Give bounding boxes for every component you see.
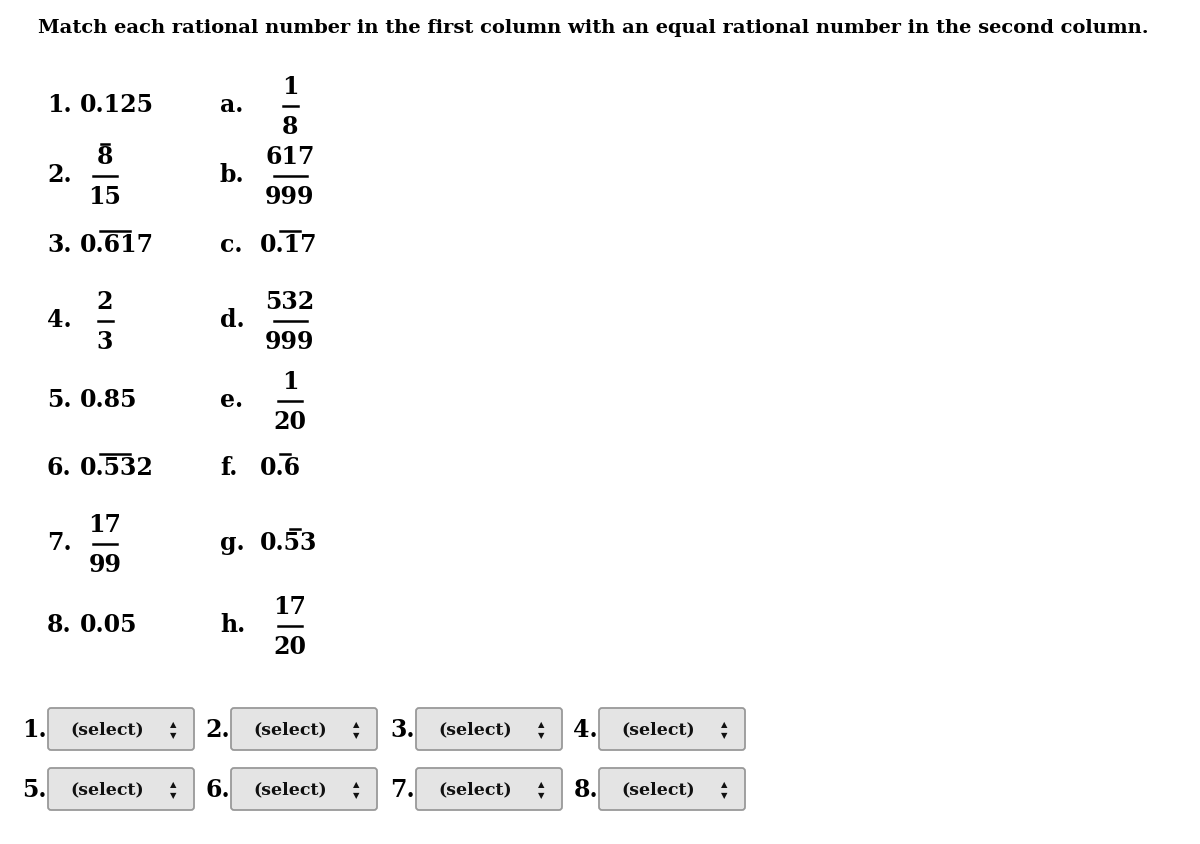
Text: 17: 17 — [274, 594, 306, 619]
FancyBboxPatch shape — [230, 708, 377, 750]
Text: 532: 532 — [265, 289, 314, 314]
Text: ▲
▼: ▲ ▼ — [720, 779, 727, 798]
Text: 3.: 3. — [47, 233, 72, 257]
Text: 4.: 4. — [47, 307, 72, 332]
Text: (select): (select) — [253, 721, 326, 738]
Text: ▲
▼: ▲ ▼ — [538, 779, 544, 798]
Text: 0.125: 0.125 — [80, 93, 154, 116]
Text: 0.05: 0.05 — [80, 612, 138, 636]
Text: d.: d. — [220, 307, 245, 332]
Text: 8: 8 — [282, 115, 299, 138]
Text: e.: e. — [220, 387, 244, 412]
Text: (select): (select) — [622, 721, 695, 738]
Text: 1: 1 — [282, 75, 299, 99]
Text: 2: 2 — [97, 289, 113, 314]
Text: 8.: 8. — [574, 777, 598, 801]
FancyBboxPatch shape — [230, 768, 377, 810]
FancyBboxPatch shape — [48, 708, 194, 750]
Text: 6.: 6. — [47, 456, 72, 479]
Text: ▲
▼: ▲ ▼ — [353, 779, 359, 798]
Text: 4.: 4. — [574, 717, 598, 741]
Text: 3.: 3. — [390, 717, 415, 741]
Text: (select): (select) — [70, 721, 144, 738]
FancyBboxPatch shape — [48, 768, 194, 810]
Text: ▲
▼: ▲ ▼ — [538, 719, 544, 738]
Text: 5.: 5. — [47, 387, 72, 412]
Text: ▲
▼: ▲ ▼ — [720, 719, 727, 738]
Text: h.: h. — [220, 612, 245, 636]
Text: 1: 1 — [282, 370, 299, 393]
Text: 8: 8 — [97, 145, 113, 169]
Text: 20: 20 — [274, 409, 306, 434]
Text: c.: c. — [220, 233, 242, 257]
Text: (select): (select) — [438, 781, 512, 798]
Text: 0.6: 0.6 — [260, 456, 301, 479]
Text: 3: 3 — [97, 330, 113, 354]
Text: 20: 20 — [274, 634, 306, 658]
Text: ▲
▼: ▲ ▼ — [169, 779, 176, 798]
Text: ▲
▼: ▲ ▼ — [353, 719, 359, 738]
Text: 8.: 8. — [47, 612, 72, 636]
Text: 0.53: 0.53 — [260, 530, 317, 555]
Text: (select): (select) — [70, 781, 144, 798]
FancyBboxPatch shape — [599, 708, 745, 750]
Text: 0.617: 0.617 — [80, 233, 154, 257]
FancyBboxPatch shape — [416, 768, 562, 810]
Text: g.: g. — [220, 530, 245, 555]
Text: 7.: 7. — [390, 777, 415, 801]
Text: 617: 617 — [265, 145, 314, 169]
Text: 0.85: 0.85 — [80, 387, 138, 412]
Text: ▲
▼: ▲ ▼ — [169, 719, 176, 738]
Text: 0.532: 0.532 — [80, 456, 154, 479]
Text: (select): (select) — [438, 721, 512, 738]
Text: Match each rational number in the first column with an equal rational number in : Match each rational number in the first … — [38, 19, 1148, 37]
Text: 99: 99 — [89, 552, 121, 576]
Text: (select): (select) — [622, 781, 695, 798]
Text: 1.: 1. — [23, 717, 47, 741]
Text: 999: 999 — [265, 330, 314, 354]
Text: 2.: 2. — [205, 717, 230, 741]
Text: 1.: 1. — [47, 93, 72, 116]
Text: (select): (select) — [253, 781, 326, 798]
Text: 17: 17 — [89, 512, 121, 537]
Text: 7.: 7. — [47, 530, 72, 555]
FancyBboxPatch shape — [599, 768, 745, 810]
Text: f.: f. — [220, 456, 238, 479]
Text: 6.: 6. — [205, 777, 230, 801]
Text: a.: a. — [220, 93, 244, 116]
Text: 999: 999 — [265, 185, 314, 208]
Text: 15: 15 — [89, 185, 121, 208]
Text: 0.17: 0.17 — [260, 233, 318, 257]
Text: b.: b. — [220, 163, 245, 187]
Text: 5.: 5. — [23, 777, 47, 801]
Text: 2.: 2. — [47, 163, 72, 187]
FancyBboxPatch shape — [416, 708, 562, 750]
